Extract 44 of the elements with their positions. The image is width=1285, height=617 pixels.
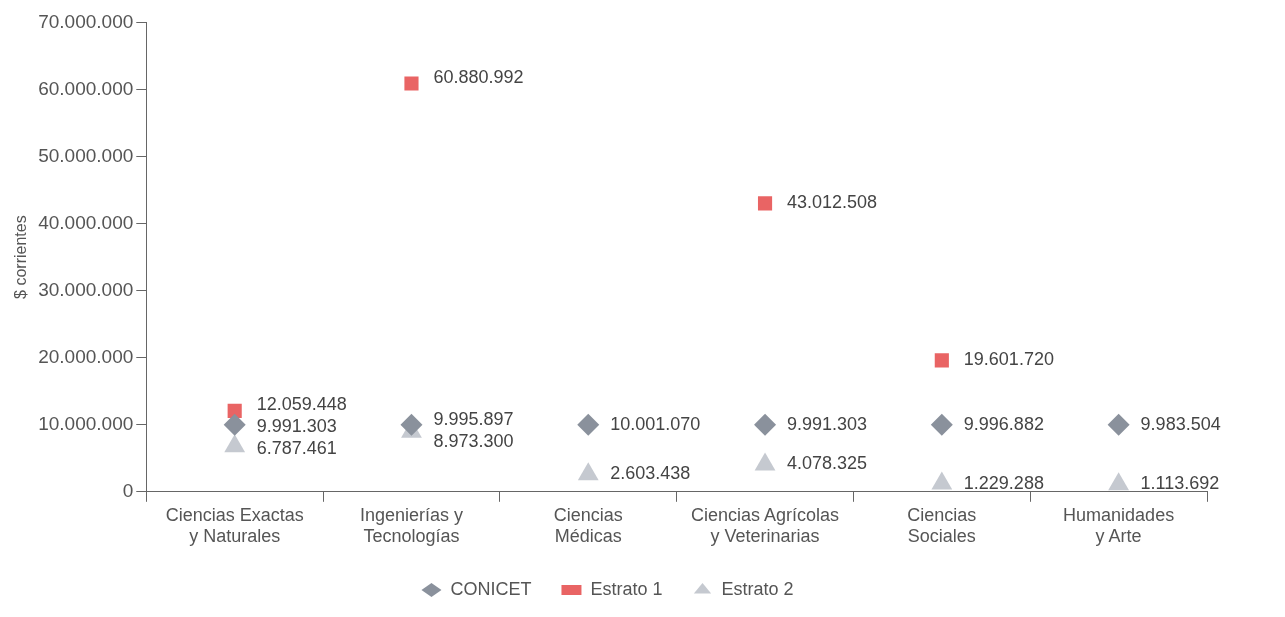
- point: [227, 403, 242, 418]
- x-tick-label: Ciencias Sociales: [907, 504, 977, 547]
- data-label: 8.973.300: [433, 430, 514, 451]
- data-label: 1.113.692: [1140, 473, 1220, 494]
- y-tick-label: 0: [122, 480, 134, 502]
- data-label: 6.787.461: [256, 438, 337, 459]
- data-label: 19.601.720: [963, 349, 1054, 370]
- x-tick-label: Ciencias Agrícolas y Veterinarias: [691, 504, 840, 547]
- data-label: 43.012.508: [787, 192, 878, 213]
- data-label: 10.001.070: [610, 413, 701, 434]
- x-tick-label: Ciencias Exactas y Naturales: [165, 504, 304, 547]
- y-axis-title: $ corrientes: [12, 215, 30, 299]
- data-label: 9.991.303: [787, 413, 868, 434]
- point: [404, 76, 419, 91]
- data-label: 9.996.882: [963, 413, 1044, 434]
- y-tick-label: 50.000.000: [38, 144, 134, 166]
- point: [754, 413, 777, 436]
- data-label: 9.983.504: [1140, 413, 1221, 434]
- data-label: 9.991.303: [256, 416, 337, 437]
- legend-label: Estrato 2: [721, 578, 794, 599]
- point: [577, 413, 600, 436]
- data-label: 1.229.288: [963, 472, 1044, 493]
- point: [757, 196, 773, 211]
- y-tick-label: 10.000.000: [38, 412, 134, 434]
- y-tick-label: 40.000.000: [38, 211, 134, 233]
- x-tick-label: Humanidades y Arte: [1063, 504, 1175, 547]
- data-label: 60.880.992: [433, 67, 524, 88]
- y-tick-label: 70.000.000: [38, 10, 134, 32]
- y-tick-label: 30.000.000: [38, 278, 134, 300]
- point: [1107, 413, 1130, 436]
- legend-label: CONICET: [450, 578, 532, 599]
- point: [934, 353, 949, 368]
- x-tick-label: Ciencias Médicas: [553, 504, 623, 547]
- data-label: 9.995.897: [433, 408, 514, 429]
- legend-label: Estrato 1: [590, 578, 663, 599]
- data-label: 2.603.438: [610, 463, 691, 484]
- point: [400, 413, 423, 436]
- y-tick-label: 60.000.000: [38, 77, 134, 99]
- y-tick-label: 20.000.000: [38, 345, 134, 367]
- data-label: 4.078.325: [787, 453, 868, 474]
- x-tick-label: Ingenierías y Tecnologías: [359, 504, 463, 547]
- point: [930, 413, 953, 436]
- data-label: 12.059.448: [256, 394, 347, 415]
- point: [223, 413, 246, 436]
